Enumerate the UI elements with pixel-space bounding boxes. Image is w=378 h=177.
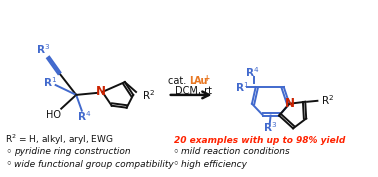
- Text: ◦: ◦: [5, 147, 12, 157]
- Text: R$^3$: R$^3$: [263, 121, 277, 134]
- Text: R$^2$: R$^2$: [321, 93, 334, 107]
- Text: HO: HO: [46, 110, 61, 120]
- Text: Au: Au: [194, 76, 209, 86]
- Text: cat.: cat.: [168, 76, 189, 86]
- Text: +: +: [203, 74, 209, 83]
- Text: wide functional group compatibility: wide functional group compatibility: [14, 160, 173, 169]
- Text: R$^4$: R$^4$: [245, 65, 259, 79]
- Text: ◦: ◦: [172, 160, 179, 170]
- Text: R$^4$: R$^4$: [77, 110, 92, 123]
- Text: R$^2$ = H, alkyl, aryl, EWG: R$^2$ = H, alkyl, aryl, EWG: [5, 133, 114, 147]
- Text: ◦: ◦: [5, 160, 12, 170]
- Text: pyridine ring construction: pyridine ring construction: [14, 147, 130, 156]
- Text: ◦: ◦: [172, 147, 179, 157]
- Text: DCM, rt: DCM, rt: [175, 86, 212, 96]
- Text: 20 examples with up to 98% yield: 20 examples with up to 98% yield: [174, 136, 346, 145]
- Text: L: L: [189, 76, 195, 86]
- Text: R$^3$: R$^3$: [36, 42, 51, 56]
- Text: N: N: [285, 97, 295, 110]
- Text: N: N: [96, 85, 105, 98]
- Text: mild reaction conditions: mild reaction conditions: [181, 147, 290, 156]
- Text: R$^1$: R$^1$: [43, 75, 57, 89]
- Text: R$^2$: R$^2$: [142, 88, 155, 102]
- Text: R$^1$: R$^1$: [235, 80, 249, 94]
- Text: high efficiency: high efficiency: [181, 160, 247, 169]
